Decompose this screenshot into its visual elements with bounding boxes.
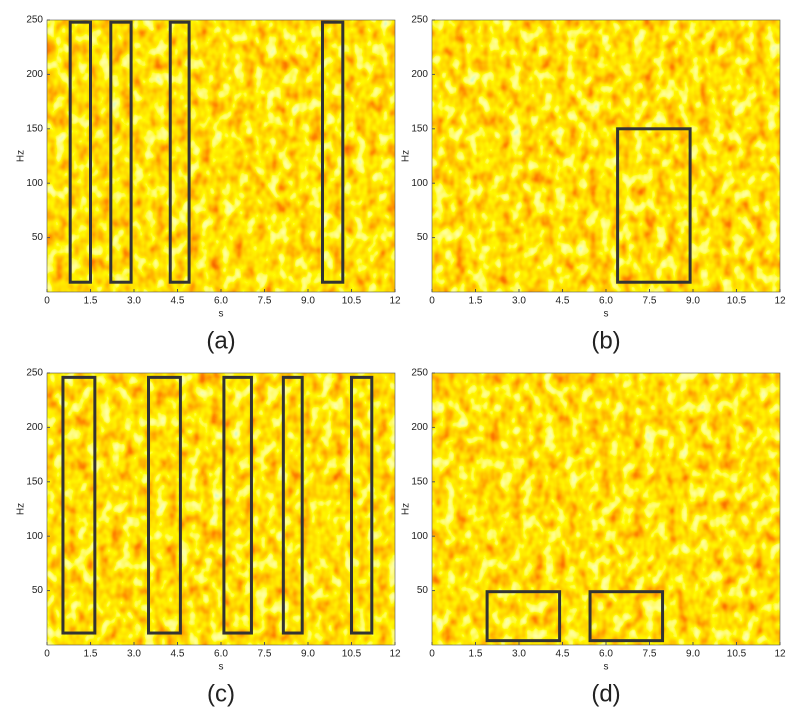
y-tick-label: 200 — [411, 69, 428, 80]
panel-caption: (d) — [591, 680, 620, 707]
y-axis-label: Hz — [401, 503, 412, 515]
x-tick-label: 12 — [774, 649, 786, 660]
x-tick-label: 3.0 — [512, 649, 526, 660]
spectrogram-image — [432, 20, 780, 292]
y-axis-label: Hz — [401, 150, 412, 162]
x-tick-label: 10.5 — [727, 649, 747, 660]
y-tick-label: 150 — [26, 476, 43, 487]
x-tick-label: 12 — [389, 296, 401, 307]
y-axis-label: Hz — [16, 150, 27, 162]
x-tick-label: 0 — [429, 649, 435, 660]
region-box — [61, 375, 97, 635]
y-tick-label: 150 — [411, 123, 428, 134]
y-tick-label: 50 — [32, 232, 44, 243]
region-box — [147, 375, 182, 635]
x-tick-label: 10.5 — [727, 296, 747, 307]
y-tick-label: 200 — [411, 422, 428, 433]
x-tick-label: 9.0 — [686, 296, 700, 307]
x-axis-label: s — [604, 662, 609, 673]
region-box — [281, 375, 304, 635]
region-box — [588, 590, 665, 643]
region-box — [109, 20, 133, 284]
x-tick-label: 0 — [429, 296, 435, 307]
x-tick-label: 1.5 — [469, 296, 483, 307]
x-tick-label: 0 — [44, 649, 50, 660]
y-tick-label: 150 — [411, 476, 428, 487]
y-tick-label: 250 — [411, 368, 428, 379]
x-tick-label: 10.5 — [342, 296, 362, 307]
x-tick-label: 9.0 — [686, 649, 700, 660]
x-tick-label: 1.5 — [84, 649, 98, 660]
x-tick-label: 1.5 — [469, 649, 483, 660]
panel-caption: (b) — [591, 327, 620, 354]
x-axis-label: s — [219, 662, 224, 673]
y-tick-label: 100 — [411, 178, 428, 189]
x-tick-label: 7.5 — [258, 296, 272, 307]
panel-caption: (c) — [207, 680, 235, 707]
x-tick-label: 7.5 — [643, 649, 657, 660]
x-tick-label: 6.0 — [599, 296, 613, 307]
x-tick-label: 3.0 — [127, 649, 141, 660]
spectrogram-image — [432, 373, 780, 645]
region-box — [222, 375, 253, 635]
y-tick-label: 150 — [26, 123, 43, 134]
x-tick-label: 0 — [44, 296, 50, 307]
x-tick-label: 3.0 — [512, 296, 526, 307]
x-tick-label: 12 — [774, 296, 786, 307]
y-tick-label: 50 — [32, 585, 44, 596]
y-axis-label: Hz — [16, 503, 27, 515]
y-tick-label: 50 — [417, 232, 429, 243]
x-tick-label: 6.0 — [599, 649, 613, 660]
region-box — [616, 127, 692, 284]
region-box — [168, 20, 191, 284]
x-tick-label: 4.5 — [556, 296, 570, 307]
y-tick-label: 200 — [26, 422, 43, 433]
x-tick-label: 9.0 — [301, 296, 315, 307]
y-tick-label: 50 — [417, 585, 429, 596]
x-tick-label: 6.0 — [214, 296, 228, 307]
x-tick-label: 9.0 — [301, 649, 315, 660]
region-box — [68, 20, 92, 284]
x-tick-label: 7.5 — [258, 649, 272, 660]
y-tick-label: 200 — [26, 69, 43, 80]
x-axis-label: s — [604, 309, 609, 320]
spectrogram-image — [47, 373, 395, 645]
x-tick-label: 1.5 — [84, 296, 98, 307]
x-tick-label: 4.5 — [171, 649, 185, 660]
x-tick-label: 4.5 — [556, 649, 570, 660]
x-tick-label: 6.0 — [214, 649, 228, 660]
panel-caption: (a) — [206, 327, 235, 354]
y-tick-label: 250 — [26, 368, 43, 379]
x-tick-label: 12 — [389, 649, 401, 660]
spectrogram-image — [47, 20, 395, 292]
y-tick-label: 100 — [26, 178, 43, 189]
x-axis-label: s — [219, 309, 224, 320]
x-tick-label: 3.0 — [127, 296, 141, 307]
x-tick-label: 4.5 — [171, 296, 185, 307]
y-tick-label: 250 — [411, 15, 428, 26]
x-tick-label: 10.5 — [342, 649, 362, 660]
region-box — [321, 20, 345, 284]
x-tick-label: 7.5 — [643, 296, 657, 307]
y-tick-label: 250 — [26, 15, 43, 26]
y-tick-label: 100 — [411, 531, 428, 542]
region-box — [485, 590, 562, 643]
region-box — [350, 375, 374, 635]
y-tick-label: 100 — [26, 531, 43, 542]
